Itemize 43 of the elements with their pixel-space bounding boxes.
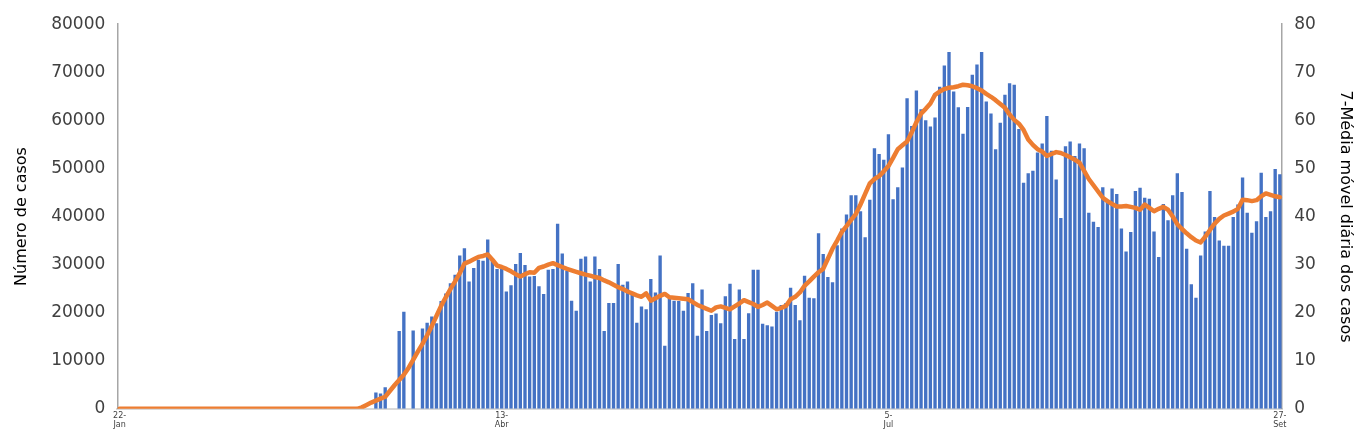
bar <box>1110 188 1114 409</box>
y2-tick-label: 50 <box>1294 156 1316 177</box>
bar <box>700 289 704 409</box>
bar <box>728 283 732 409</box>
bar <box>756 269 760 409</box>
bar <box>658 255 662 409</box>
bar <box>607 303 611 409</box>
y-tick-label: 70000 <box>51 60 106 81</box>
bar <box>672 300 676 409</box>
y-tick-label: 0 <box>94 397 106 418</box>
y2-tick-label: 30 <box>1294 253 1316 273</box>
y2-tick-label: 0 <box>1294 397 1305 418</box>
bar <box>402 311 406 409</box>
y2-tick-label: 80 <box>1294 12 1316 33</box>
y2-tick-label: 40 <box>1294 204 1316 225</box>
x-tick-label: 27-Set <box>1273 410 1287 430</box>
bar <box>1138 187 1142 409</box>
bar <box>1208 191 1212 409</box>
bar <box>1222 245 1226 409</box>
y-tick-label: 20000 <box>51 301 106 322</box>
y-tick-label: 50000 <box>51 156 106 177</box>
bar <box>1045 116 1049 409</box>
y2-tick-label: 60 <box>1294 108 1316 129</box>
y2-axis-title: 7-Média móvel diária dos casos <box>1337 90 1357 343</box>
y-axis-title: Número de casos <box>10 147 30 286</box>
y2-tick-label: 20 <box>1294 301 1316 322</box>
y-tick-label: 10000 <box>51 349 106 370</box>
y2-tick-label: 70 <box>1294 60 1316 81</box>
x-tick-label: 22-Jan <box>112 410 127 430</box>
bar <box>593 256 597 409</box>
bar <box>905 98 909 409</box>
x-tick-label: 5-Jul <box>882 410 894 430</box>
y2-tick-label: 10 <box>1294 349 1316 370</box>
bar <box>579 258 583 409</box>
y-tick-label: 40000 <box>51 204 106 225</box>
bar <box>849 195 853 409</box>
y-tick-label: 30000 <box>51 253 106 273</box>
bar <box>947 52 951 409</box>
y-tick-label: 80000 <box>51 12 106 33</box>
x-tick-label: 13-Abr <box>494 410 510 430</box>
bar <box>714 313 718 409</box>
y-tick-label: 60000 <box>51 108 106 129</box>
bar <box>1068 141 1072 409</box>
